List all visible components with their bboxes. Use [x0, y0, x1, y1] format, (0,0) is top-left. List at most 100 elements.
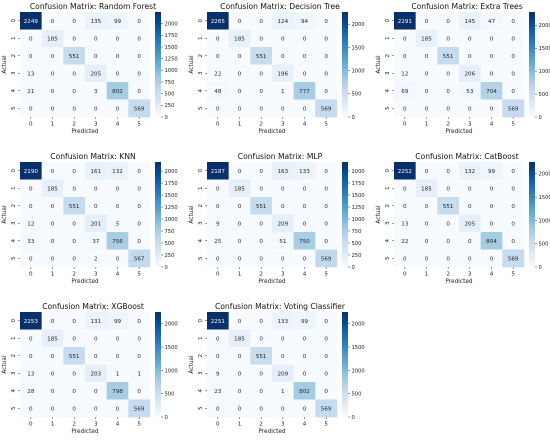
y-axis-label: Actual [376, 55, 382, 74]
x-tick-label: 3 [94, 422, 98, 428]
cell-value-label: 569 [321, 406, 332, 412]
cell-value-label: 0 [72, 406, 76, 412]
cell-value-label: 0 [29, 106, 33, 112]
cell-value-label: 0 [137, 89, 141, 95]
x-tick-label: 4 [116, 422, 120, 428]
cell-value-label: 0 [116, 256, 120, 262]
x-axis-label: Predicted [258, 279, 286, 285]
cell-value-label: 0 [72, 389, 76, 395]
chart-title: Confusion Matrix: XGBoost [42, 302, 144, 311]
cell-value-label: 28 [27, 389, 35, 395]
colorbar-tick-label: 0 [539, 115, 542, 121]
cell-value-label: 569 [321, 256, 332, 262]
cell-value-label: 12 [27, 221, 34, 227]
x-tick-label: 4 [116, 272, 120, 278]
cell-value-label: 0 [490, 256, 494, 262]
x-tick-label: 0 [29, 272, 33, 278]
y-tick-label: 5 [198, 106, 204, 110]
cell-value-label: 0 [281, 36, 285, 42]
colorbar-tick-label: 500 [539, 92, 549, 98]
y-axis-label: Actual [189, 355, 195, 374]
cell-value-label: 0 [425, 71, 429, 77]
cell-value-label: 0 [216, 204, 220, 210]
cell-value-label: 99 [488, 169, 496, 175]
cell-value-label: 0 [29, 54, 33, 60]
cell-value-label: 0 [446, 106, 450, 112]
chart-title: Confusion Matrix: Decision Tree [220, 2, 340, 11]
cell-value-label: 0 [425, 19, 429, 25]
cell-value-label: 0 [324, 19, 328, 25]
y-tick-label: 0 [11, 319, 17, 323]
cell-value-label: 0 [511, 221, 515, 227]
y-tick-label: 4 [198, 239, 204, 243]
cell-value-label: 804 [486, 239, 497, 245]
cell-value-label: 185 [47, 186, 58, 192]
cell-value-label: 0 [425, 239, 429, 245]
cell-value-label: 0 [511, 54, 515, 60]
colorbar-tick-label: 1250 [165, 57, 178, 63]
cell-value-label: 185 [47, 336, 58, 342]
cell-value-label: 0 [137, 169, 141, 175]
cell-value-label: 0 [29, 204, 33, 210]
colorbar-tick-label: 250 [352, 253, 362, 259]
cell-value-label: 0 [259, 19, 263, 25]
cell-value-label: 0 [468, 106, 472, 112]
cell-value-label: 0 [116, 406, 120, 412]
cell-value-label: 0 [511, 169, 515, 175]
y-tick-label: 3 [11, 221, 17, 225]
colorbar-tick-label: 1750 [352, 181, 365, 187]
x-tick-label: 4 [303, 122, 307, 128]
cell-value-label: 0 [403, 54, 407, 60]
colorbar [155, 312, 161, 417]
cell-value-label: 0 [72, 36, 76, 42]
cell-value-label: 209 [277, 221, 288, 227]
x-tick-label: 0 [216, 422, 220, 428]
cell-value-label: 99 [301, 319, 309, 325]
cell-value-label: 0 [281, 256, 285, 262]
cell-value-label: 0 [281, 354, 285, 360]
cell-value-label: 9 [216, 371, 220, 377]
cell-value-label: 0 [511, 71, 515, 77]
cell-value-label: 0 [259, 319, 263, 325]
cell-value-label: 0 [72, 19, 76, 25]
x-tick-label: 5 [511, 122, 515, 128]
cell-value-label: 0 [238, 19, 242, 25]
cell-value-label: 0 [116, 354, 120, 360]
cell-value-label: 0 [324, 336, 328, 342]
cell-value-label: 0 [490, 204, 494, 210]
colorbar-tick-label: 0 [165, 415, 168, 421]
y-tick-label: 1 [11, 36, 17, 40]
cell-value-label: 0 [446, 169, 450, 175]
colorbar-tick-label: 500 [165, 241, 175, 247]
cell-value-label: 0 [137, 239, 141, 245]
cell-value-label: 53 [466, 89, 474, 95]
x-tick-label: 1 [238, 122, 242, 128]
y-tick-label: 0 [11, 19, 17, 23]
cell-value-label: 0 [51, 71, 55, 77]
cell-value-label: 0 [238, 256, 242, 262]
colorbar-tick-label: 2000 [165, 169, 178, 175]
chart-title: Confusion Matrix: CatBoost [415, 152, 518, 161]
cell-value-label: 0 [94, 354, 98, 360]
x-tick-label: 0 [403, 122, 407, 128]
cell-value-label: 0 [259, 169, 263, 175]
cell-value-label: 704 [486, 89, 497, 95]
chart-title: Confusion Matrix: Random Forest [30, 2, 156, 11]
y-tick-label: 2 [385, 54, 391, 58]
cell-value-label: 0 [51, 169, 55, 175]
cell-value-label: 0 [259, 71, 263, 77]
colorbar-tick-label: 0 [352, 265, 355, 271]
colorbar [529, 12, 535, 117]
cell-value-label: 185 [234, 36, 245, 42]
y-tick-label: 5 [11, 256, 17, 260]
y-tick-label: 3 [198, 221, 204, 225]
y-tick-label: 2 [11, 204, 17, 208]
cell-value-label: 0 [51, 256, 55, 262]
x-tick-label: 5 [511, 272, 515, 278]
cell-value-label: 0 [137, 204, 141, 210]
